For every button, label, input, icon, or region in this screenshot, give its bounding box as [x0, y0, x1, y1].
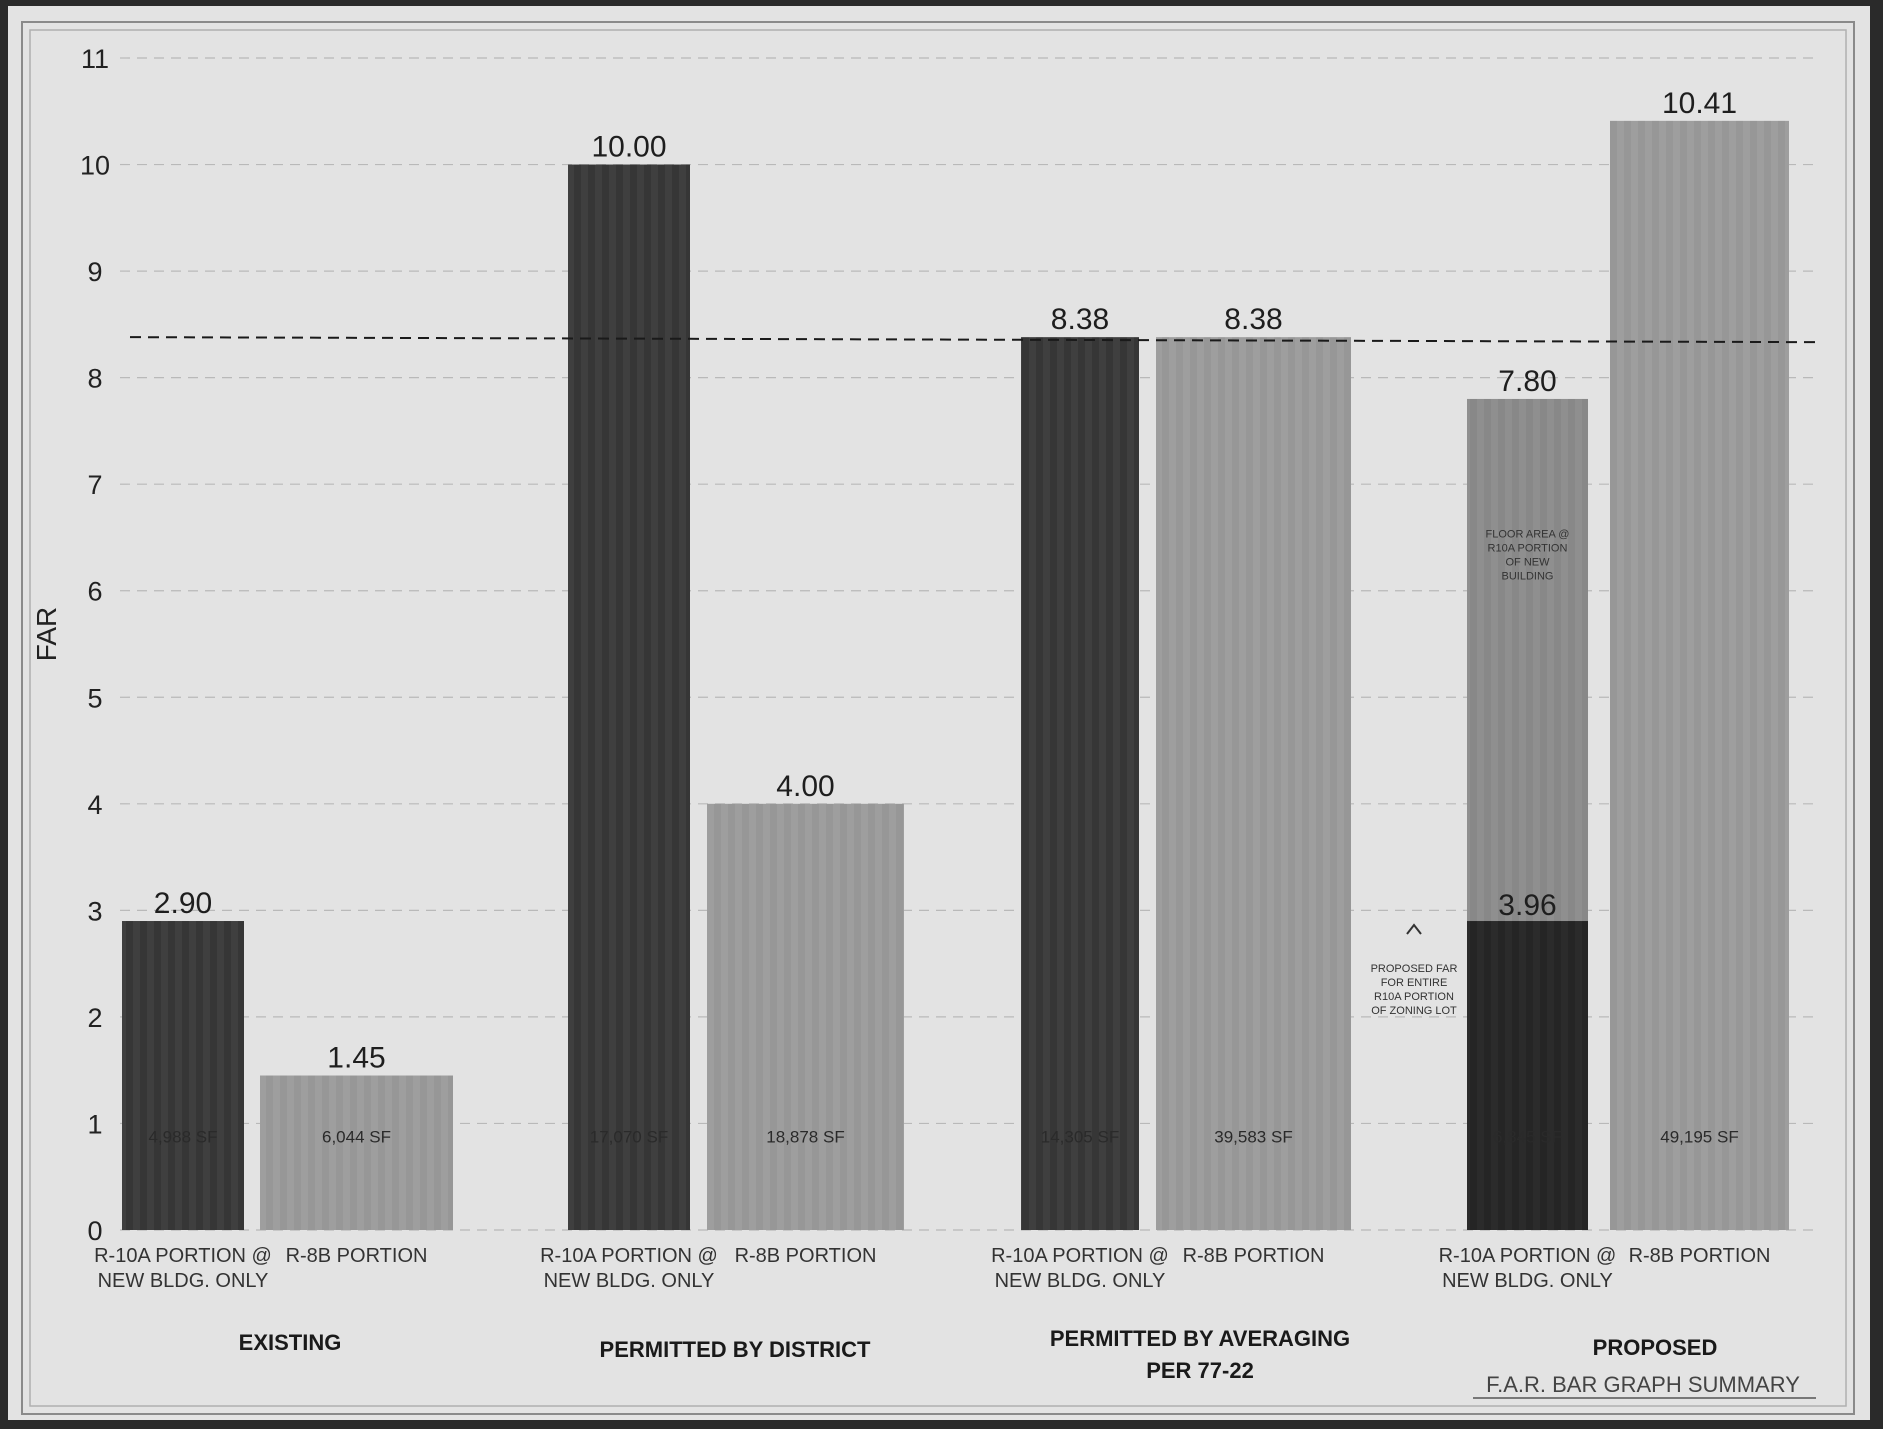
y-tick-label: 10	[80, 151, 110, 181]
y-tick-label: 1	[87, 1109, 102, 1139]
y-tick-label: 3	[87, 896, 102, 926]
bars	[122, 120, 1789, 1231]
annotation-note: PROPOSED FAR FOR ENTIRE R10A PORTION OF ZON…	[1371, 963, 1458, 1017]
bar	[1021, 337, 1139, 1231]
bar	[1610, 120, 1789, 1230]
group-label: PERMITTED BY AVERAGING PER 77-22	[1050, 1326, 1350, 1383]
inner-border	[29, 29, 1847, 1407]
y-tick-label: 0	[87, 1216, 102, 1246]
y-tick-label: 5	[87, 683, 102, 713]
bar-value-label: 8.38	[1224, 303, 1282, 336]
y-axis-ticks: 0 1 2 3 4 5 6 7 8 9 10 11	[80, 44, 110, 1246]
bar-value-label: 1.45	[327, 1042, 385, 1075]
stacked-segment-note: FLOOR AREA @ R10A PORTION OF NEW BUILDING	[1486, 528, 1570, 582]
bar-area-label: 4,988 SF	[149, 1128, 218, 1147]
annotation-arrow-up	[1406, 923, 1422, 935]
y-tick-label: 4	[87, 790, 102, 820]
y-axis-title: FAR	[31, 607, 62, 661]
bar-category-label: R-10A PORTION @ NEW BLDG. ONLY	[94, 1245, 272, 1292]
reference-line	[129, 336, 1816, 344]
bar-value-label: 4.00	[776, 770, 834, 803]
bar-area-label: 18,878 SF	[766, 1128, 844, 1147]
bar-category-label: R-8B PORTION	[286, 1245, 428, 1267]
outer-border	[21, 21, 1855, 1415]
bar-category-label: R-8B PORTION	[735, 1245, 877, 1267]
y-tick-label: 6	[87, 577, 102, 607]
bar-area-label: 6,845 SF	[1493, 1128, 1562, 1147]
bar-segment-lower	[1467, 921, 1588, 1230]
bar-area-label: 17,070 SF	[590, 1128, 668, 1147]
bar-segment-upper	[1467, 398, 1588, 922]
bar	[707, 803, 904, 1230]
group-label: PERMITTED BY DISTRICT	[600, 1337, 872, 1362]
bar-area-label: 14,305 SF	[1041, 1128, 1119, 1147]
y-tick-label: 11	[81, 44, 109, 74]
bar-area-label: 6,044 SF	[322, 1128, 391, 1147]
group-label: PROPOSED	[1593, 1335, 1718, 1360]
bar	[260, 1075, 453, 1230]
bar-category-label: R-10A PORTION @ NEW BLDG. ONLY	[991, 1245, 1169, 1292]
bar-value-label: 8.38	[1051, 303, 1109, 336]
bar	[568, 164, 690, 1231]
chart-title: F.A.R. BAR GRAPH SUMMARY	[1486, 1372, 1800, 1397]
bar-area-label: 39,583 SF	[1214, 1128, 1292, 1147]
bar-category-label: R-10A PORTION @ NEW BLDG. ONLY	[540, 1245, 718, 1292]
bar-category-label: R-10A PORTION @ NEW BLDG. ONLY	[1439, 1245, 1617, 1292]
bar-value-label: 2.90	[154, 887, 212, 920]
bar-inner-value-label: 3.96	[1498, 889, 1556, 922]
bar-value-label: 7.80	[1498, 365, 1556, 398]
y-tick-label: 2	[87, 1003, 102, 1033]
y-tick-label: 8	[87, 364, 102, 394]
bar-area-label: 49,195 SF	[1660, 1128, 1738, 1147]
labels: 2.90 4,988 SF R-10A PORTION @ NEW BLDG. ONL…	[94, 87, 1770, 1383]
group-label: EXISTING	[239, 1330, 342, 1355]
y-tick-label: 7	[87, 470, 102, 500]
bar	[1156, 337, 1351, 1231]
bar	[122, 921, 244, 1230]
y-tick-label: 9	[87, 257, 102, 287]
bar-category-label: R-8B PORTION	[1183, 1245, 1325, 1267]
bar-category-label: R-8B PORTION	[1629, 1245, 1771, 1267]
reference-line-layer	[129, 336, 1816, 344]
bar-value-label: 10.00	[591, 131, 666, 164]
bar-value-label: 10.41	[1662, 87, 1737, 120]
